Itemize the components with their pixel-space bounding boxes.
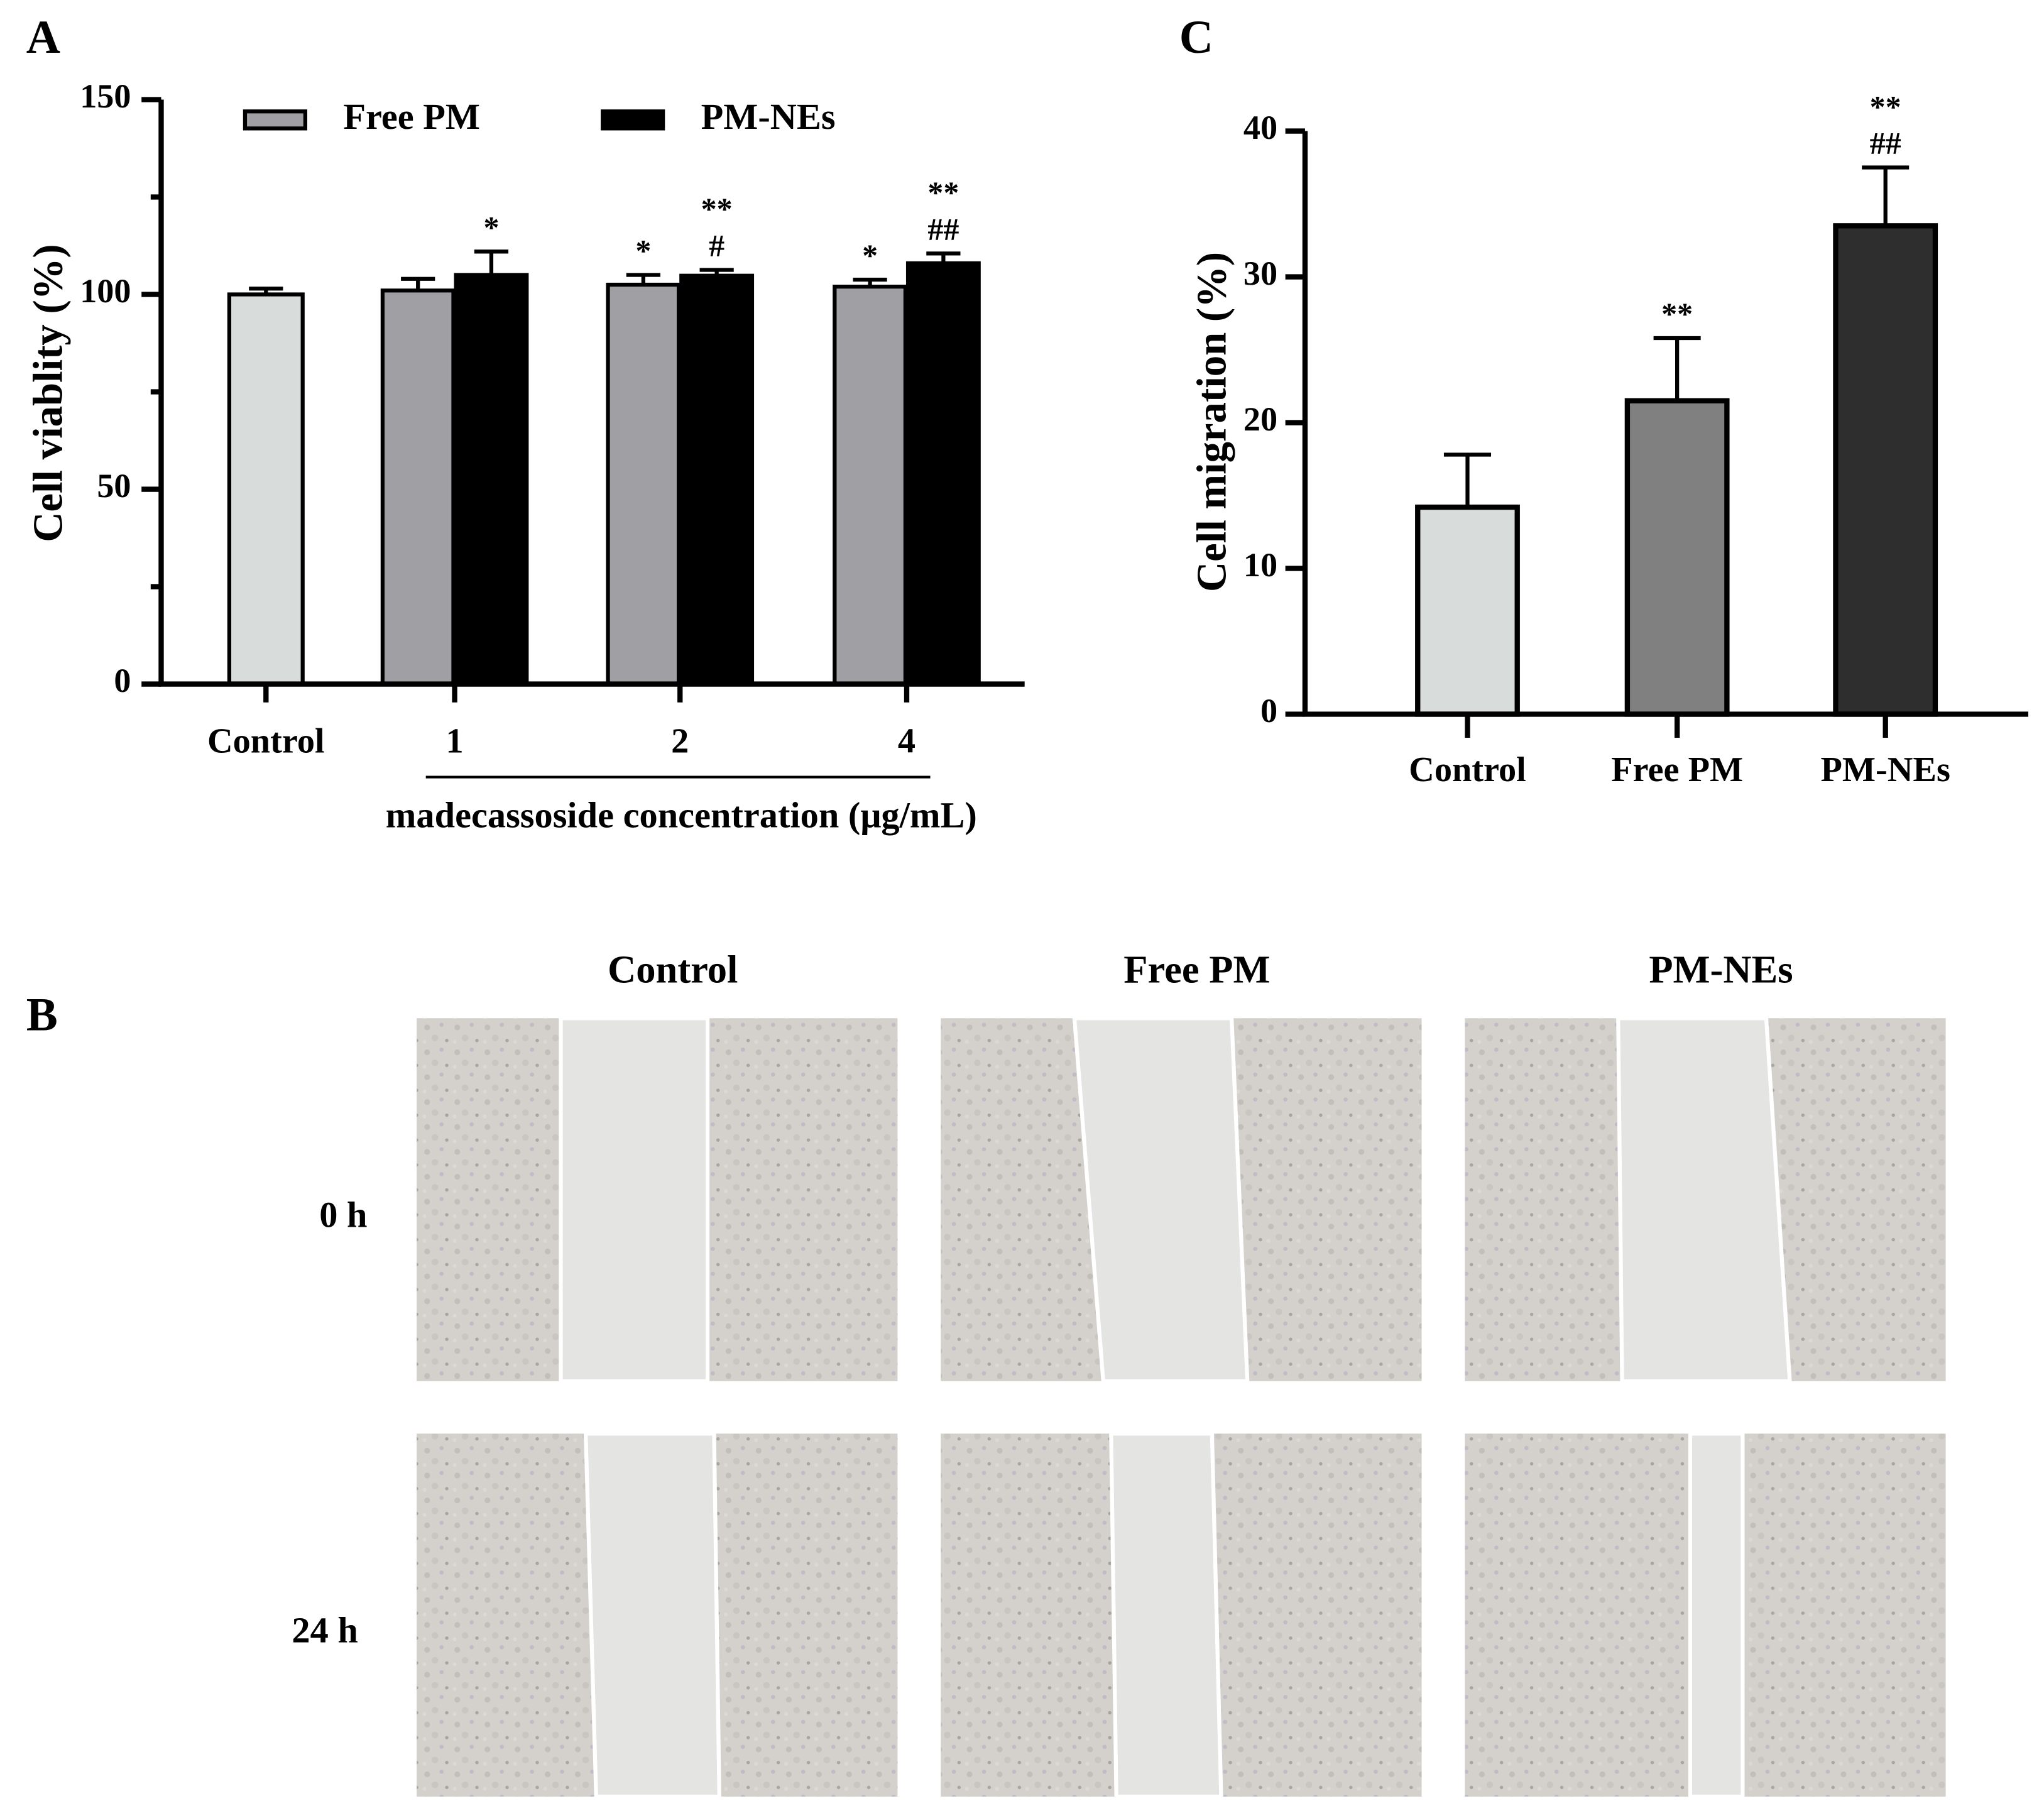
significance-label: * <box>635 233 651 268</box>
column-title: Free PM <box>1123 948 1270 992</box>
x-axis-title: madecassoside concentration (μg/mL) <box>386 795 977 836</box>
y-tick-label: 0 <box>1260 692 1277 730</box>
bar <box>833 284 908 686</box>
x-tick-label: Control <box>1409 750 1526 789</box>
bar <box>1833 223 1938 717</box>
significance-label: * <box>862 238 878 273</box>
y-tick-label: 150 <box>80 77 131 115</box>
y-tick-label: 30 <box>1243 255 1277 292</box>
error-bar <box>1653 336 1701 401</box>
x-tick-label: 2 <box>671 721 689 760</box>
error-bar <box>1443 452 1492 508</box>
y-axis-title: Cell viablity (%) <box>26 244 72 542</box>
row-label: 0 h <box>319 1195 367 1235</box>
significance-label: ** <box>701 191 733 226</box>
y-tick-label: 100 <box>80 272 131 310</box>
panel-label: B <box>26 989 58 1041</box>
x-tick-label: 1 <box>446 721 464 760</box>
bar <box>380 288 456 686</box>
axes <box>1302 131 2028 717</box>
significance-label: ## <box>1870 126 1901 161</box>
bar <box>905 261 981 686</box>
error-bar <box>1862 165 1910 226</box>
y-tick-label: 10 <box>1243 546 1277 584</box>
bar <box>227 292 305 686</box>
bar <box>606 282 681 686</box>
legend-label: PM-NEs <box>701 96 836 137</box>
significance-label: ** <box>927 175 959 210</box>
significance-label: * <box>483 209 499 244</box>
column-title: Control <box>608 948 738 992</box>
bar <box>1415 504 1520 717</box>
column-title: PM-NEs <box>1649 948 1793 992</box>
y-tick-label: 0 <box>114 662 131 699</box>
significance-label: ** <box>1661 296 1693 331</box>
row-label: 24 h <box>292 1610 358 1651</box>
scratch-gap <box>1072 1016 1250 1384</box>
x-tick-label: Control <box>207 721 325 760</box>
y-tick-label: 50 <box>97 467 131 505</box>
x-tick-label: PM-NEs <box>1820 750 1950 789</box>
scratch-gap <box>559 1016 710 1384</box>
panel-label: C <box>1179 11 1213 63</box>
axes <box>158 99 1025 687</box>
micrograph-grid <box>417 1016 1946 1799</box>
panel-label: A <box>26 11 60 63</box>
bar <box>1624 398 1730 717</box>
significance-label: ## <box>927 212 959 247</box>
legend-label: Free PM <box>343 96 480 137</box>
bar <box>454 273 529 686</box>
scratch-gap <box>1109 1432 1223 1799</box>
significance-label: ** <box>1870 89 1901 124</box>
significance-label: # <box>709 228 724 263</box>
legend-swatch <box>601 109 665 131</box>
x-tick-label: 4 <box>898 721 915 760</box>
scratch-gap <box>1688 1432 1745 1799</box>
error-bar <box>474 249 509 275</box>
scratch-gap <box>1616 1016 1792 1384</box>
scratch-gap <box>583 1432 721 1799</box>
x-tick-label: Free PM <box>1611 750 1743 789</box>
y-tick-label: 20 <box>1243 400 1277 438</box>
y-tick-label: 40 <box>1243 109 1277 146</box>
bar <box>679 273 755 686</box>
legend-swatch <box>243 109 307 131</box>
y-axis-title: Cell migration (%) <box>1189 252 1235 592</box>
